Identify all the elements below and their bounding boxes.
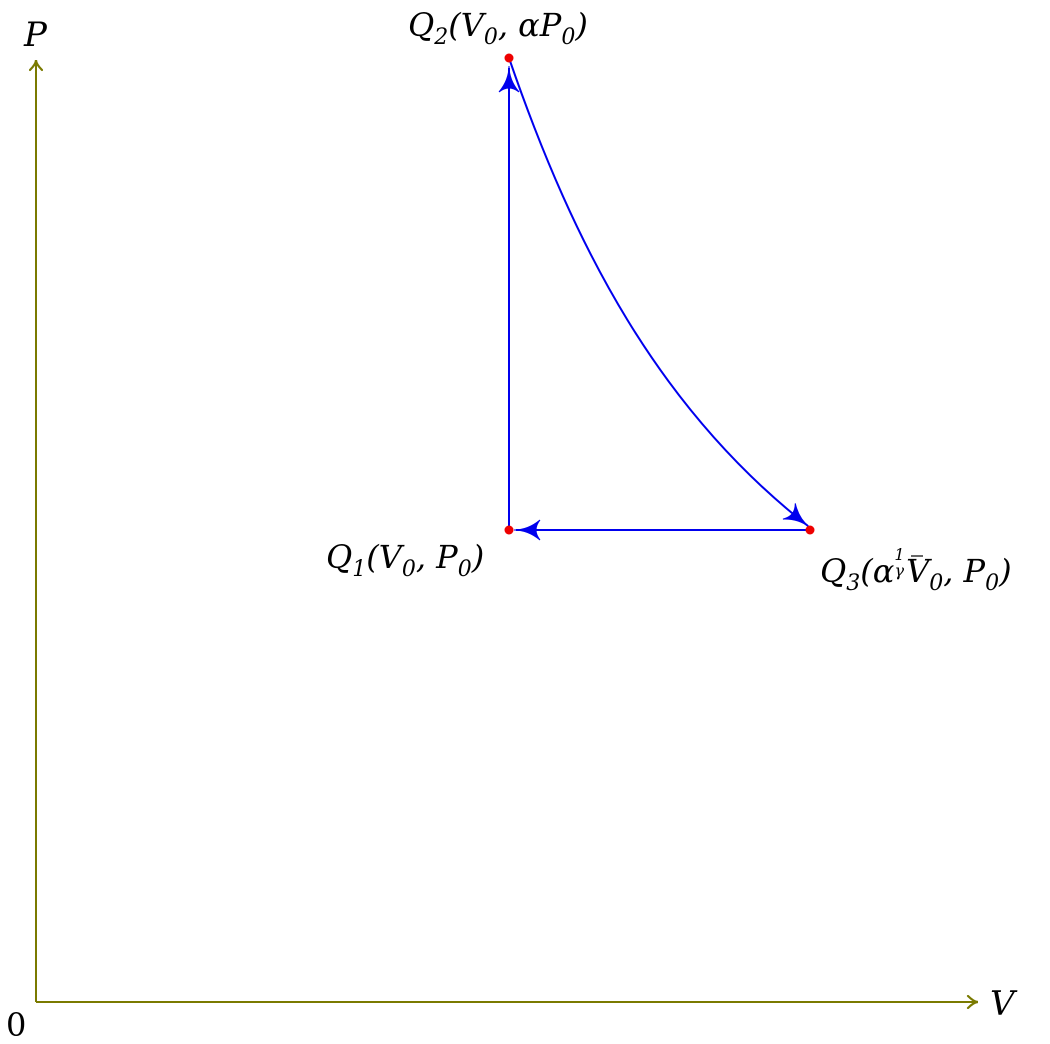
q1-label: Q1(V0, P0): [326, 538, 484, 582]
q2-label: Q2(V0, αP0): [408, 6, 588, 50]
q3-label: Q3(α1 γV0, P0): [820, 545, 1012, 596]
point-q3: [805, 525, 815, 535]
process-q2-q3: [508, 57, 810, 528]
point-q2: [504, 53, 514, 63]
p-axis-label: P: [23, 15, 48, 55]
point-q1: [504, 525, 514, 535]
origin-label: 0: [6, 1006, 26, 1044]
v-axis-label: V: [990, 984, 1018, 1024]
